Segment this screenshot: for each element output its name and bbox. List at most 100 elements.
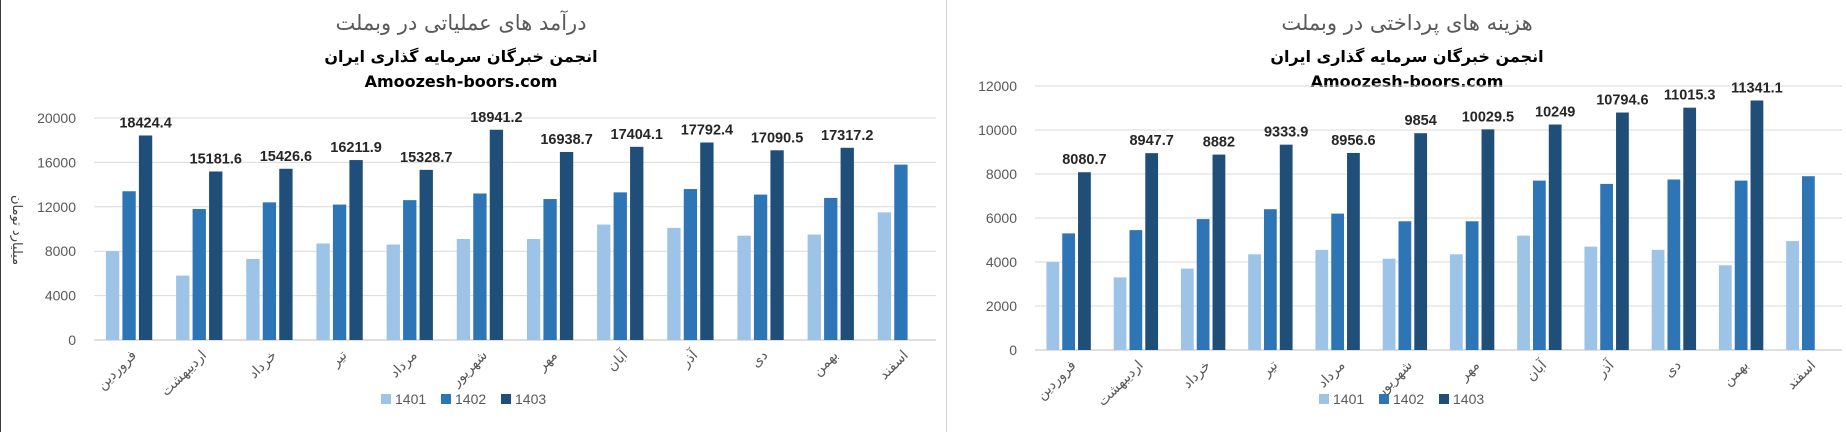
data-label: 16211.9 <box>330 140 382 156</box>
data-label: 15328.7 <box>400 150 452 166</box>
data-label: 8882 <box>1203 135 1235 151</box>
data-label: 10029.5 <box>1462 109 1514 125</box>
bar-1403 <box>1078 172 1091 350</box>
bar-1401 <box>176 275 190 340</box>
bar-1402 <box>403 200 417 340</box>
bar-1403 <box>349 160 363 340</box>
chart-title: هزینه های پرداختی در وبملت <box>1281 11 1532 35</box>
bar-1402 <box>824 197 838 340</box>
x-tick-label: اردیبهشت <box>158 348 210 400</box>
x-tick-label: اسفند <box>1784 358 1820 394</box>
data-label: 17090.5 <box>751 130 803 146</box>
paid-expenses-chart: هزینه های پرداختی در وبملت انجمن خبرگان س… <box>978 11 1842 410</box>
y-tick-label: 4000 <box>45 288 76 304</box>
x-tick-label: مهر <box>534 348 561 375</box>
bar-1401 <box>386 244 400 340</box>
x-tick-label: دی <box>1661 358 1684 381</box>
bar-1403 <box>1750 100 1764 351</box>
bar-1401 <box>1046 262 1060 350</box>
legend-swatch-1403 <box>501 394 511 404</box>
y-tick-label: 0 <box>68 332 76 348</box>
x-tick-label: خرداد <box>1179 358 1213 392</box>
bar-1402 <box>753 194 768 340</box>
data-label: 8080.7 <box>1062 152 1106 168</box>
x-tick-label: اسفند <box>876 348 912 384</box>
x-tick-label: آبان <box>1522 356 1551 385</box>
y-tick-label: 20000 <box>37 110 76 126</box>
chart-title: درآمد های عملیاتی در وبملت <box>335 10 586 35</box>
legend-swatch-1402 <box>1379 394 1389 404</box>
bar-1401 <box>737 235 751 340</box>
bar-1402 <box>332 204 347 340</box>
data-label: 9854 <box>1405 113 1437 129</box>
y-tick-label: 8000 <box>986 166 1017 182</box>
legend-label-1403: 1403 <box>515 391 546 407</box>
y-tick-label: 4000 <box>986 254 1017 270</box>
data-label: 18941.2 <box>470 110 522 126</box>
x-tick-label: تیر <box>327 347 350 370</box>
y-axis-label: میلیارد تومان <box>9 195 24 265</box>
bar-1401 <box>667 227 681 340</box>
x-tick-label: فروردین <box>1034 358 1080 404</box>
data-label: 10794.6 <box>1596 93 1648 109</box>
bar-1403 <box>559 151 574 340</box>
chart-subtitle-website: Amoozesh-boors.com <box>1311 72 1504 91</box>
bar-1402 <box>543 199 557 340</box>
bar-1401 <box>456 238 471 340</box>
bar-1401 <box>246 258 260 340</box>
x-tick-label: بهمن <box>810 348 842 380</box>
x-tick-label: مرداد <box>387 348 421 382</box>
data-label: 17404.1 <box>611 127 663 143</box>
bar-1402 <box>122 191 136 340</box>
x-tick-label: بهمن <box>1720 358 1752 390</box>
x-tick-label: مرداد <box>1315 358 1349 392</box>
bar-1401 <box>597 224 611 340</box>
legend-swatch-1401 <box>1319 394 1329 404</box>
bar-1403 <box>770 150 784 340</box>
bar-1402 <box>262 202 277 340</box>
chart-subtitle-association: انجمن خبرگان سرمایه گذاری ایران <box>324 47 597 66</box>
bar-1403 <box>489 129 504 340</box>
x-tick-label: دی <box>748 348 771 371</box>
x-tick-label: مهر <box>1456 358 1483 385</box>
data-label: 11341.1 <box>1731 80 1783 96</box>
y-tick-label: 6000 <box>986 210 1017 226</box>
legend-label-1403: 1403 <box>1453 391 1484 407</box>
data-label: 8956.6 <box>1331 133 1375 149</box>
operating-revenue-chart: درآمد های عملیاتی در وبملت انجمن خبرگان س… <box>9 10 936 407</box>
bar-1401 <box>1382 258 1396 350</box>
bar-1401 <box>105 251 120 340</box>
bar-1401 <box>1517 235 1530 350</box>
bar-1403 <box>700 142 714 340</box>
legend-label-1402: 1402 <box>1393 391 1424 407</box>
legend-label-1401: 1401 <box>395 391 426 407</box>
bar-1401 <box>1315 249 1329 350</box>
bar-1401 <box>316 243 330 340</box>
bar-1401 <box>807 234 821 340</box>
bar-1403 <box>1481 129 1495 350</box>
y-tick-label: 2000 <box>986 298 1017 314</box>
data-label: 17792.4 <box>681 123 733 139</box>
y-tick-label: 12000 <box>37 199 76 215</box>
bar-1402 <box>1667 179 1681 350</box>
bar-1403 <box>630 146 644 340</box>
x-tick-label: اردیبهشت <box>1095 358 1147 410</box>
x-tick-label: آبان <box>603 346 632 375</box>
x-tick-label: خرداد <box>246 348 280 382</box>
bar-1403 <box>1683 107 1697 351</box>
legend-swatch-1402 <box>441 394 451 404</box>
x-tick-label: آذر <box>677 346 702 371</box>
bar-1402 <box>473 193 487 340</box>
bar-1401 <box>1113 277 1127 350</box>
data-label: 11015.3 <box>1664 88 1716 104</box>
bar-1401 <box>1786 241 1799 350</box>
bar-1401 <box>1248 254 1261 350</box>
bar-1402 <box>1129 230 1143 350</box>
chart-panel-paid-expenses: هزینه های پرداختی در وبملت انجمن خبرگان س… <box>946 0 1846 432</box>
y-tick-label: 10000 <box>978 122 1017 138</box>
bar-1403 <box>1548 124 1562 350</box>
bar-1403 <box>1414 133 1428 350</box>
y-tick-label: 0 <box>1009 342 1017 358</box>
chart-panel-operating-revenue: درآمد های عملیاتی در وبملت انجمن خبرگان س… <box>0 0 936 432</box>
bar-1403 <box>138 135 153 340</box>
